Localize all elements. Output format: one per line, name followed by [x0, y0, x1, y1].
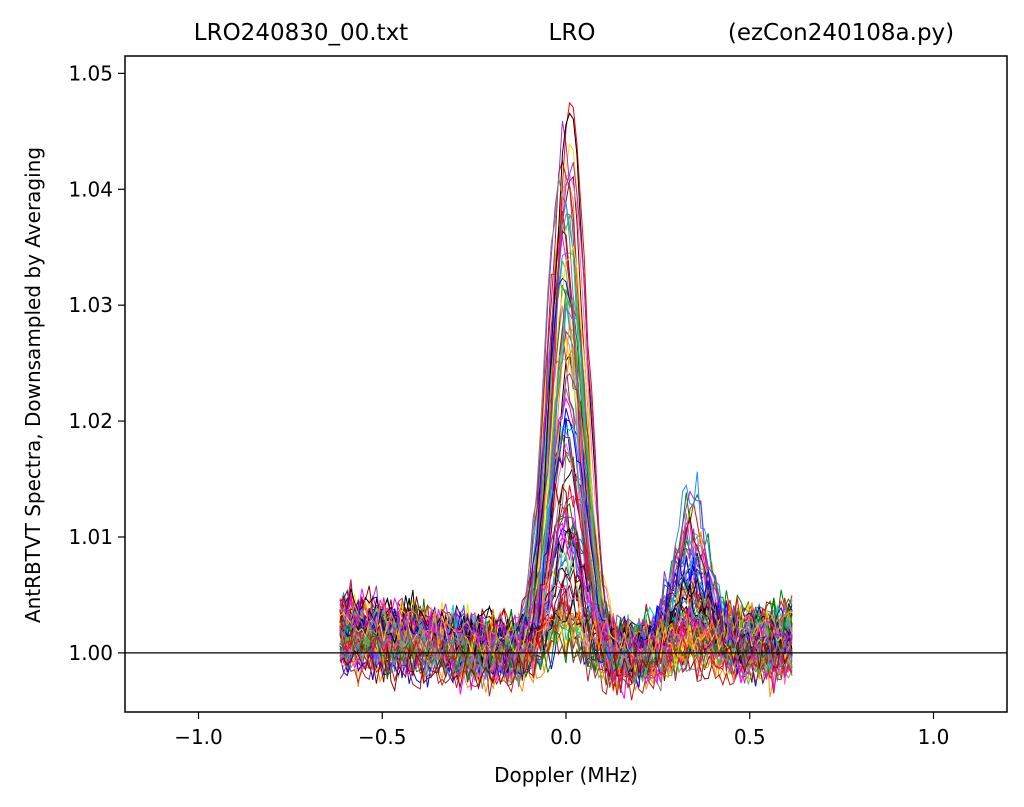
x-tick-label: −1.0	[174, 725, 223, 749]
spectrum-line	[339, 615, 793, 696]
spectrum-line	[339, 210, 793, 691]
spectrum-line	[339, 522, 793, 657]
x-axis: −1.0 −0.5 0.0 0.5 1.0	[174, 712, 949, 749]
spectrum-line	[339, 294, 793, 677]
y-tick-label: 1.05	[68, 61, 113, 85]
chart-title-file: LRO240830_00.txt	[194, 20, 408, 46]
spectrum-line	[339, 622, 793, 682]
chart-title-site: LRO	[549, 20, 596, 46]
chart-title-script: (ezCon240108a.py)	[728, 20, 954, 46]
series-layer	[339, 101, 793, 701]
x-tick-label: −0.5	[358, 725, 407, 749]
spectrum-line	[339, 177, 793, 671]
spectrum-line	[339, 162, 793, 670]
y-axis-label: AntRBTVT Spectra, Downsampled by Averagi…	[21, 147, 45, 623]
spectrum-line	[339, 245, 793, 668]
y-axis: 1.00 1.01 1.02 1.03 1.04 1.05	[68, 61, 125, 665]
y-tick-label: 1.00	[68, 641, 113, 665]
x-tick-label: 1.0	[918, 725, 950, 749]
y-tick-label: 1.02	[68, 409, 113, 433]
y-tick-label: 1.01	[68, 525, 113, 549]
spectrum-line	[339, 600, 793, 663]
x-axis-label: Doppler (MHz)	[494, 763, 638, 787]
x-tick-label: 0.0	[550, 725, 582, 749]
y-tick-label: 1.04	[68, 177, 113, 201]
y-tick-label: 1.03	[68, 293, 113, 317]
x-tick-label: 0.5	[734, 725, 766, 749]
